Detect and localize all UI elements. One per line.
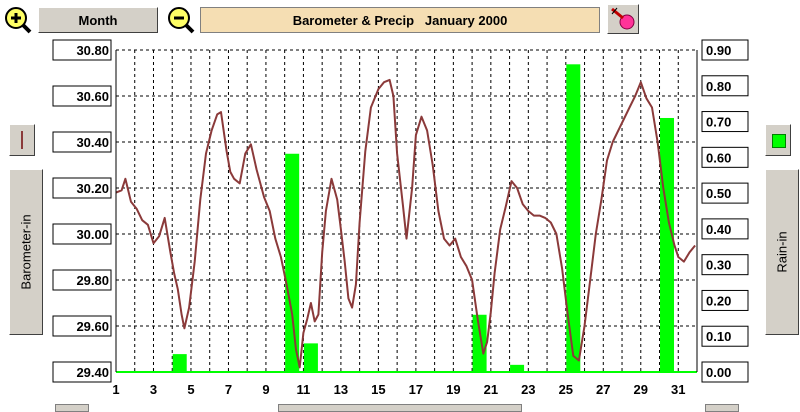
left-tick-label: 30.00 xyxy=(76,227,109,242)
left-tick-box xyxy=(52,39,112,61)
x-tick-label: 23 xyxy=(521,382,535,397)
left-tick-box xyxy=(52,85,112,107)
left-tick-box xyxy=(52,131,112,153)
rain-bar xyxy=(303,343,318,372)
x-tick-label: 13 xyxy=(334,382,348,397)
right-tick-box xyxy=(701,218,749,240)
left-axis-label-button[interactable]: Barometer-in xyxy=(9,169,43,335)
right-tick-box xyxy=(701,111,749,133)
right-tick-box xyxy=(701,289,749,311)
right-tick-label: 0.80 xyxy=(706,79,731,94)
chart-title: Barometer & Precip January 2000 xyxy=(200,7,600,33)
period-button[interactable]: Month xyxy=(38,7,158,33)
rain-legend-swatch[interactable] xyxy=(765,124,791,156)
rain-bar xyxy=(566,64,581,373)
x-tick-label: 11 xyxy=(297,382,311,397)
magnifier-plus-icon xyxy=(5,7,32,34)
left-tick-box xyxy=(52,223,112,245)
left-tick-box xyxy=(52,177,112,199)
x-tick-label: 29 xyxy=(634,382,648,397)
right-tick-label: 0.00 xyxy=(706,365,731,380)
right-tick-box xyxy=(701,254,749,276)
left-tick-label: 30.80 xyxy=(76,43,109,58)
left-tick-label: 30.40 xyxy=(76,135,109,150)
zoom-out-button[interactable] xyxy=(165,4,195,34)
x-tick-label: 25 xyxy=(559,382,573,397)
barometer-legend-swatch[interactable] xyxy=(9,124,35,156)
right-tick-label: 0.40 xyxy=(706,222,731,237)
x-tick-label: 5 xyxy=(187,382,194,397)
right-tick-box xyxy=(701,361,749,383)
rain-bar xyxy=(472,314,487,372)
scroll-thumb[interactable] xyxy=(278,404,522,412)
left-tick-box xyxy=(52,315,112,337)
x-tick-label: 7 xyxy=(225,382,232,397)
right-tick-label: 0.70 xyxy=(706,115,731,130)
right-tick-box xyxy=(701,182,749,204)
right-tick-box xyxy=(701,325,749,347)
x-tick-label: 19 xyxy=(446,382,460,397)
paint-brush-icon xyxy=(611,7,635,30)
plot-area xyxy=(116,50,697,372)
left-tick-label: 30.20 xyxy=(76,181,109,196)
left-tick-label: 29.60 xyxy=(76,319,109,334)
right-tick-label: 0.20 xyxy=(706,293,731,308)
right-tick-box xyxy=(701,39,749,61)
x-tick-label: 9 xyxy=(262,382,269,397)
right-tick-label: 0.90 xyxy=(706,43,731,58)
right-tick-label: 0.10 xyxy=(706,329,731,344)
rain-bar xyxy=(510,364,525,372)
right-tick-box xyxy=(701,146,749,168)
scroll-right-button[interactable] xyxy=(705,404,739,412)
left-tick-label: 29.80 xyxy=(76,273,109,288)
rain-bar xyxy=(660,117,675,372)
left-tick-box xyxy=(52,269,112,291)
scroll-left-button[interactable] xyxy=(55,404,89,412)
right-tick-label: 0.50 xyxy=(706,186,731,201)
x-tick-label: 17 xyxy=(409,382,423,397)
barometer-line xyxy=(115,78,696,369)
zoom-in-button[interactable] xyxy=(2,4,32,34)
x-tick-label: 15 xyxy=(371,382,385,397)
x-tick-label: 31 xyxy=(671,382,685,397)
left-tick-box xyxy=(52,361,112,383)
right-tick-box xyxy=(701,75,749,97)
magnifier-minus-icon xyxy=(168,7,195,34)
x-tick-label: 21 xyxy=(484,382,498,397)
right-axis-label-button[interactable]: Rain-in xyxy=(765,169,799,335)
x-tick-label: 27 xyxy=(596,382,610,397)
x-tick-label: 3 xyxy=(150,382,157,397)
x-tick-label: 1 xyxy=(112,382,119,397)
right-tick-label: 0.30 xyxy=(706,258,731,273)
left-tick-label: 29.40 xyxy=(76,365,109,380)
right-tick-label: 0.60 xyxy=(706,150,731,165)
paint-button[interactable] xyxy=(607,4,639,34)
rain-bar xyxy=(285,153,300,372)
rain-bar xyxy=(172,354,187,372)
left-tick-label: 30.60 xyxy=(76,89,109,104)
